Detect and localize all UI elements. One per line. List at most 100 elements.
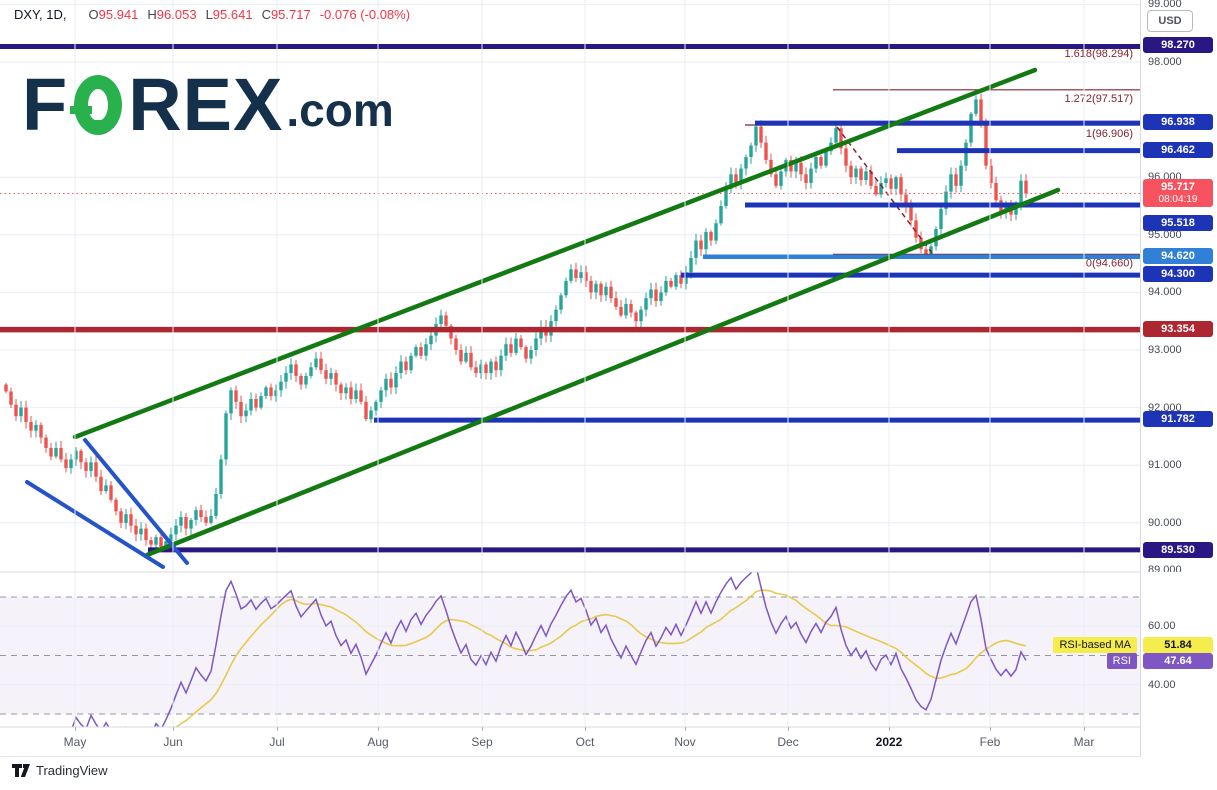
price-level-badge-98.270: 98.270: [1143, 37, 1213, 54]
open-key: O: [88, 7, 99, 22]
candle-body: [799, 162, 803, 175]
wedge-line: [25, 480, 165, 569]
candle-body: [184, 517, 188, 529]
candle-body: [354, 390, 358, 399]
candle-body: [194, 510, 198, 520]
rsi-scale[interactable]: 60.00 40.00 51.84 47.64: [1141, 572, 1217, 727]
time-axis[interactable]: May Jun Jul Aug Sep Oct Nov Dec 2022 Feb Mar: [0, 727, 1141, 757]
candle-body: [174, 525, 178, 535]
candle-body: [949, 174, 953, 192]
candle-body: [724, 188, 728, 206]
candle-body: [229, 390, 233, 414]
candle-body: [834, 128, 838, 143]
candle-body: [669, 280, 673, 287]
candle-body: [394, 373, 398, 388]
candle-body: [619, 306, 623, 316]
candle-body: [364, 401, 368, 420]
candle-body: [709, 231, 713, 241]
candle-body: [769, 159, 773, 175]
candle-body: [839, 128, 843, 149]
fib-level-label: 1.618(98.294): [1065, 48, 1134, 60]
symbol-legend[interactable]: DXY, 1D, O95.941 H96.053 L95.641 C95.717 -0.…: [14, 7, 410, 22]
candle-body: [539, 326, 543, 339]
candle-body: [149, 540, 153, 545]
fib-level-label: 1(96.906): [1086, 128, 1133, 140]
candle-body: [494, 361, 498, 371]
candle-body: [894, 177, 898, 189]
candle-body: [774, 174, 778, 186]
candle-body: [349, 387, 353, 399]
current-price-badge: 95.717 08:04:19: [1143, 178, 1213, 207]
price-level-badge-91.782: 91.782: [1143, 411, 1213, 428]
price-level-badge-94.620: 94.620: [1143, 247, 1213, 264]
candle-body: [384, 378, 388, 391]
candle-body: [439, 315, 443, 325]
candle-body: [399, 361, 403, 374]
candle-body: [824, 151, 828, 166]
price-axis-label-99.000: 99.000: [1148, 0, 1182, 11]
candle-body: [939, 208, 943, 230]
candle-body: [44, 437, 48, 448]
candle-body: [154, 537, 158, 545]
candle-body: [509, 344, 513, 353]
change-value: -0.076 (-0.08%): [319, 7, 411, 22]
symbol-title[interactable]: DXY, 1D,: [14, 7, 67, 22]
tradingview-credit[interactable]: TradingView: [12, 763, 108, 778]
candle-body: [964, 142, 968, 166]
rsi-ma-line: [174, 589, 1027, 727]
candle-body: [344, 387, 348, 394]
candle-body: [684, 272, 688, 284]
tradingview-brand-text: TradingView: [36, 763, 108, 778]
high-key: H: [147, 7, 157, 22]
candle-body: [419, 347, 423, 356]
candle-body: [114, 499, 118, 512]
candle-body: [624, 303, 628, 316]
candle-body: [604, 286, 608, 296]
candle-body: [809, 168, 813, 183]
candle-body: [909, 206, 913, 221]
candle-body: [694, 240, 698, 258]
candle-body: [899, 177, 903, 195]
candle-body: [749, 145, 753, 158]
time-axis-label-Oct: Oct: [575, 735, 595, 749]
price-level-badge-94.300: 94.300: [1143, 266, 1213, 283]
candle-body: [64, 459, 68, 469]
candle-body: [639, 309, 643, 322]
candle-body: [209, 515, 213, 523]
candle-body: [674, 275, 678, 287]
candle-body: [359, 390, 363, 402]
price-scale[interactable]: 99.000 98.000 96.000 95.000 94.000 93.000 92.0…: [1141, 0, 1217, 572]
candle-body: [234, 390, 238, 402]
candle-body: [559, 295, 563, 310]
candle-body: [704, 231, 708, 250]
candle-body: [269, 387, 273, 397]
candle-body: [574, 269, 578, 278]
candle-body: [489, 361, 493, 374]
price-axis-label-93.000: 93.000: [1148, 344, 1182, 356]
candle-body: [319, 358, 323, 371]
candle-body: [274, 390, 278, 397]
chart-canvas[interactable]: 1.618(98.294) 1.272(97.517) 1(96.906) 0(94.…: [0, 0, 1141, 757]
candle-body: [534, 338, 538, 350]
candle-body: [14, 404, 18, 417]
candle-body: [729, 174, 733, 189]
candle-body: [904, 194, 908, 206]
candle-body: [9, 391, 13, 405]
candle-body: [339, 384, 343, 394]
candle-body: [654, 289, 658, 302]
watermark-tld: .com: [286, 84, 394, 136]
rsi-line: [71, 572, 1027, 727]
candle-body: [504, 344, 508, 356]
candle-body: [679, 275, 683, 284]
candle-body: [764, 142, 768, 160]
candle-body: [4, 384, 8, 392]
candle-body: [659, 292, 663, 302]
candle-body: [664, 280, 668, 293]
candle-body: [474, 367, 478, 374]
watermark-letters-rex: REX: [128, 63, 284, 146]
low-value: 95.641: [212, 7, 253, 22]
candle-body: [869, 171, 873, 186]
rsi-ma-chip: RSI-based MA: [1053, 637, 1137, 653]
candle-body: [739, 168, 743, 183]
candle-body: [524, 347, 528, 359]
